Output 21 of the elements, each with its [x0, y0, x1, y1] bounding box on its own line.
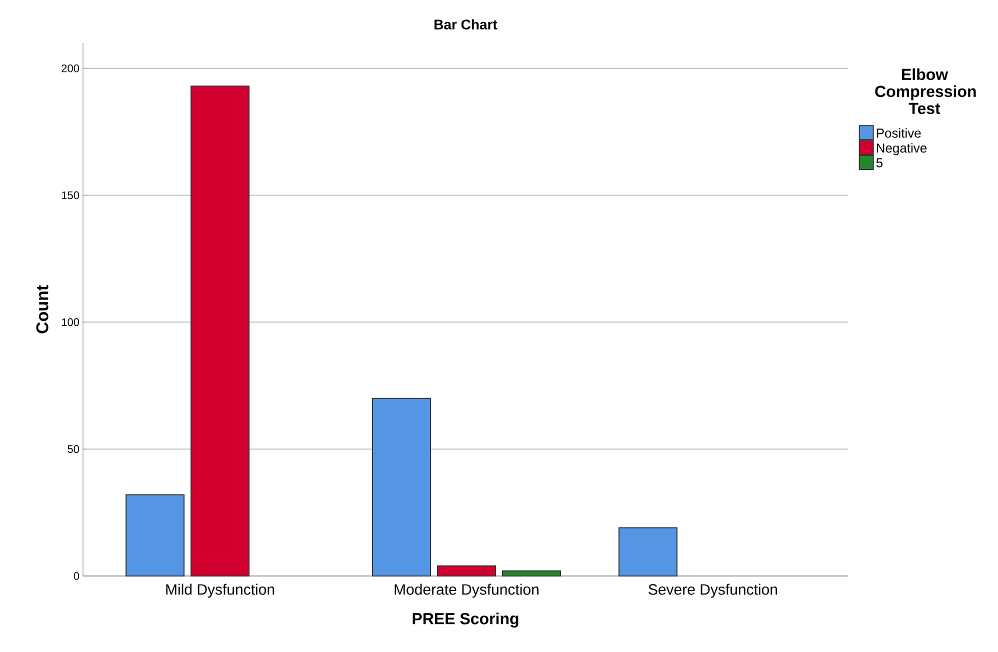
- x-tick-label: Mild Dysfunction: [166, 584, 274, 598]
- legend-label: 5: [876, 158, 883, 168]
- y-tick-label: 50: [68, 445, 80, 453]
- chart-title: Bar Chart: [434, 19, 498, 30]
- x-axis-title: PREE Scoring: [412, 612, 518, 628]
- legend-title: Elbow Compression Test: [875, 68, 976, 114]
- y-tick-label: 200: [62, 64, 80, 72]
- y-tick-label: 100: [62, 318, 80, 326]
- legend-label: Positive: [876, 128, 921, 138]
- y-tick-label: 0: [74, 572, 80, 580]
- x-tick-label: Moderate Dysfunction: [394, 584, 538, 598]
- legend-label: Negative: [876, 143, 927, 156]
- bar: [126, 494, 185, 576]
- bar: [437, 565, 496, 576]
- bar: [190, 86, 250, 576]
- x-tick-label: Severe Dysfunction: [648, 584, 777, 598]
- bar: [372, 398, 431, 576]
- y-axis-title: Count: [36, 285, 48, 334]
- bar: [502, 570, 561, 576]
- bar: [618, 527, 678, 576]
- y-tick-label: 150: [62, 191, 80, 200]
